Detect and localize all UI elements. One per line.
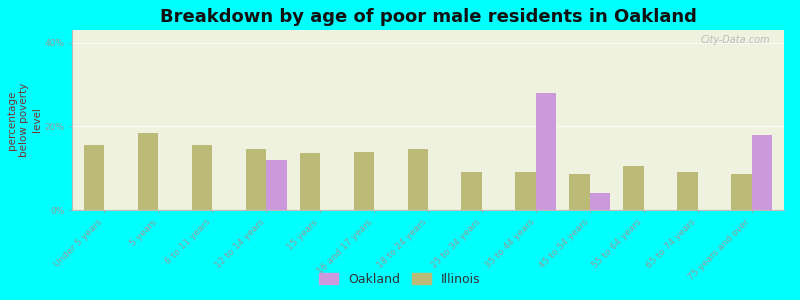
Bar (515, 172, 536, 210)
Bar (192, 145, 212, 210)
Text: City-Data.com: City-Data.com (700, 35, 770, 45)
Bar (677, 172, 698, 210)
Bar (590, 193, 610, 210)
Bar (354, 152, 374, 210)
Bar (246, 149, 266, 210)
Bar (266, 160, 286, 210)
Bar (752, 135, 772, 210)
Title: Breakdown by age of poor male residents in Oakland: Breakdown by age of poor male residents … (159, 8, 697, 26)
Bar (407, 149, 428, 210)
Bar (300, 154, 320, 210)
Bar (84, 145, 104, 210)
Bar (462, 172, 482, 210)
Legend: Oakland, Illinois: Oakland, Illinois (314, 268, 486, 291)
Bar (623, 166, 644, 210)
Bar (731, 174, 752, 210)
Y-axis label: percentage
below poverty
level: percentage below poverty level (6, 83, 42, 157)
Bar (570, 174, 590, 210)
Bar (138, 133, 158, 210)
Bar (536, 93, 556, 210)
